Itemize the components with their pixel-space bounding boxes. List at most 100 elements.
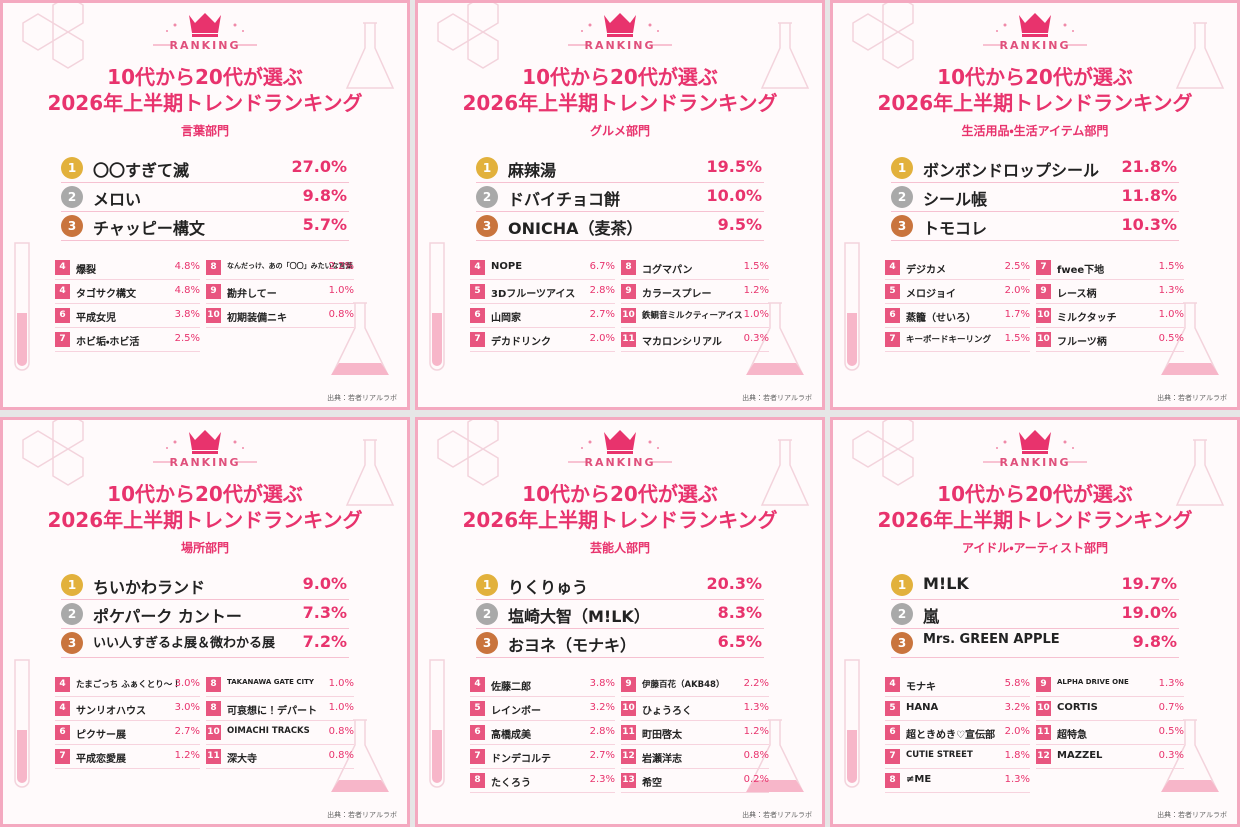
item-share: 1.0% — [328, 285, 354, 296]
item-name: 町田啓太 — [642, 730, 682, 741]
title-line: 10代から20代が選ぶ — [937, 482, 1133, 506]
item-name: 初期装備ニキ — [227, 313, 287, 324]
item-name: トモコレ — [923, 219, 988, 238]
item-name: キーボードキーリング — [906, 335, 992, 345]
list-row: 9 カラースプレー 1.2% — [621, 281, 769, 304]
item-rank: 6 — [55, 725, 70, 740]
list-row: 4 サンリオハウス 3.0% — [55, 698, 200, 721]
top-row: 2 嵐 19.0% — [891, 601, 1179, 629]
ranking-card: RANKING 10代から20代が選ぶ 2026年上半期トレンドランキング 芸能人部門… — [415, 417, 825, 827]
title-line: 2026年上半期トレンドランキング — [462, 91, 778, 115]
item-share: 9.5% — [717, 215, 762, 234]
top-row: 3 いい人すぎるよ展＆微わかる展 7.2% — [61, 630, 349, 658]
item-name: 〇〇すぎて滅 — [93, 161, 190, 180]
badge: RANKING — [999, 39, 1071, 52]
ranking-card: RANKING 10代から20代が選ぶ 2026年上半期トレンドランキング 場所部門 1… — [0, 417, 410, 827]
item-share: 20.3% — [706, 574, 762, 593]
item-name: fwee下地 — [1057, 265, 1105, 276]
item-name: ≠ME — [906, 774, 932, 785]
top-row: 2 シール帳 11.8% — [891, 184, 1179, 212]
item-name: ALPHA DRIVE ONE — [1057, 678, 1129, 686]
list-row: 7 ドンデコルテ 2.7% — [470, 746, 615, 769]
top-row: 3 トモコレ 10.3% — [891, 213, 1179, 241]
item-share: 4.8% — [174, 261, 200, 272]
item-share: 7.3% — [302, 603, 347, 622]
item-rank: 7 — [1036, 260, 1051, 275]
list-row: 6 超ときめき♡宣伝部 2.0% — [885, 722, 1030, 745]
item-name: 高橋成美 — [491, 730, 531, 741]
list-row: 9 勘弁してー 1.0% — [206, 281, 354, 304]
medal-rank: 1 — [891, 574, 913, 596]
item-name: マカロンシリアル — [642, 337, 722, 348]
item-share: 1.5% — [743, 261, 769, 272]
item-share: 27.0% — [291, 157, 347, 176]
item-rank: 6 — [470, 308, 485, 323]
item-rank: 8 — [206, 701, 221, 716]
item-name: ひょうろく — [642, 706, 692, 717]
item-share: 9.8% — [302, 186, 347, 205]
item-name: たくろう — [491, 778, 531, 789]
list-row: 7 fwee下地 1.5% — [1036, 257, 1184, 280]
list-row: 8 ≠ME 1.3% — [885, 770, 1030, 793]
item-share: 0.8% — [328, 309, 354, 320]
item-name: 平成恋愛展 — [76, 754, 126, 765]
title-line: 10代から20代が選ぶ — [522, 482, 718, 506]
item-name: CUTIE STREET — [906, 750, 973, 760]
item-share: 2.0% — [1004, 285, 1030, 296]
item-name: りくりゅう — [508, 578, 589, 597]
item-rank: 8 — [621, 260, 636, 275]
medal-rank: 2 — [891, 186, 913, 208]
item-rank: 8 — [470, 773, 485, 788]
item-share: 1.3% — [743, 702, 769, 713]
item-share: 1.3% — [1158, 285, 1184, 296]
item-share: 1.2% — [174, 750, 200, 761]
item-name: TAKANAWA GATE CITY — [227, 678, 314, 686]
item-share: 2.7% — [589, 309, 615, 320]
item-rank: 10 — [206, 725, 221, 740]
item-name: 3Dフルーツアイス — [491, 289, 576, 300]
item-name: モナキ — [906, 682, 936, 693]
medal-rank: 1 — [61, 157, 83, 179]
item-name: メロジョイ — [906, 289, 956, 300]
item-rank: 8 — [885, 773, 900, 788]
source: 出典：若者リアルラボ — [742, 811, 812, 819]
item-name: MAZZEL — [1057, 750, 1103, 761]
list-row: 8 可哀想に！デパート 1.0% — [206, 698, 354, 721]
item-rank: 9 — [206, 284, 221, 299]
top-row: 1 〇〇すぎて滅 27.0% — [61, 155, 349, 183]
item-share: 1.2% — [743, 285, 769, 296]
top-row: 1 M!LK 19.7% — [891, 572, 1179, 600]
item-share: 1.3% — [1158, 678, 1184, 689]
list-row: 4 デジカメ 2.5% — [885, 257, 1030, 280]
item-share: 1.3% — [1004, 774, 1030, 785]
top-row: 3 おヨネ（モナキ） 6.5% — [476, 630, 764, 658]
list-row: 4 モナキ 5.8% — [885, 674, 1030, 697]
list-row: 5 レインボー 3.2% — [470, 698, 615, 721]
list-row: 10 フルーツ柄 0.5% — [1036, 329, 1184, 352]
list-row: 10 OIMACHI TRACKS 0.8% — [206, 722, 354, 745]
list-row: 11 町田啓太 1.2% — [621, 722, 769, 745]
item-share: 1.7% — [1004, 309, 1030, 320]
item-share: 1.5% — [1158, 261, 1184, 272]
item-share: 3.2% — [589, 702, 615, 713]
item-share: 0.3% — [1158, 750, 1184, 761]
top-row: 2 ドバイチョコ餅 10.0% — [476, 184, 764, 212]
item-share: 0.3% — [743, 333, 769, 344]
item-share: 2.0% — [589, 333, 615, 344]
item-share: 9.8% — [1132, 632, 1177, 651]
item-rank: 9 — [1036, 284, 1051, 299]
top-row: 3 ONICHA（麦茶） 9.5% — [476, 213, 764, 241]
title-line: 2026年上半期トレンドランキング — [877, 91, 1193, 115]
badge: RANKING — [999, 456, 1071, 469]
item-rank: 9 — [621, 284, 636, 299]
title-line: 10代から20代が選ぶ — [937, 65, 1133, 89]
item-share: 4.8% — [174, 285, 200, 296]
category: 生活用品・生活アイテム部門 — [961, 124, 1109, 138]
medal-rank: 1 — [476, 157, 498, 179]
item-name: 平成女児 — [76, 313, 116, 324]
item-share: 7.2% — [302, 632, 347, 651]
item-name: 深大寺 — [227, 754, 257, 765]
item-rank: 4 — [470, 677, 485, 692]
item-name: 勘弁してー — [227, 289, 277, 300]
